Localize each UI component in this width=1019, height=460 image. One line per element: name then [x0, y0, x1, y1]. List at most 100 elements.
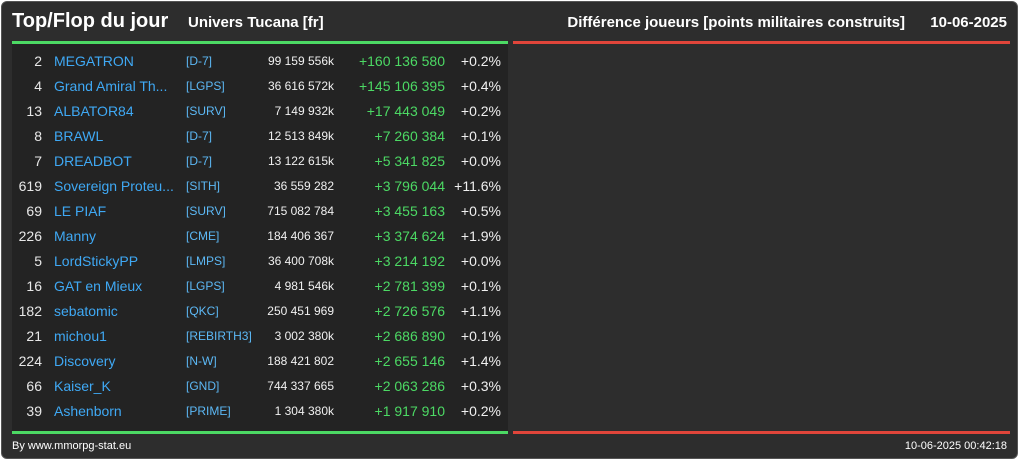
player-name-link[interactable]: GAT en Mieux: [54, 278, 143, 294]
player-name-link[interactable]: MEGATRON: [54, 53, 134, 69]
alliance-tag-link[interactable]: [SITH]: [186, 179, 221, 193]
rank-cell: 8: [34, 128, 42, 144]
table-row: 226 Manny [CME] 184 406 367 +3 374 624 +…: [12, 224, 508, 249]
diff-cell: +3 214 192: [374, 253, 445, 269]
player-name-link[interactable]: Sovereign Proteu...: [54, 178, 174, 194]
total-points-cell: 36 400 708k: [267, 254, 334, 268]
metric-label: Différence joueurs [points militaires co…: [567, 14, 905, 31]
player-name-link[interactable]: sebatomic: [54, 303, 118, 319]
total-points-cell: 13 122 615k: [267, 154, 334, 168]
alliance-tag-link[interactable]: [SURV]: [186, 204, 226, 218]
rank-cell: 5: [34, 253, 42, 269]
table-row: 69 LE PIAF [SURV] 715 082 784 +3 455 163…: [12, 199, 508, 224]
diff-cell: +2 781 399: [374, 278, 445, 294]
percent-cell: +1.1%: [460, 303, 501, 319]
total-points-cell: 36 559 282: [273, 179, 334, 193]
total-points-cell: 1 304 380k: [274, 404, 334, 418]
alliance-tag-link[interactable]: [REBIRTH3]: [186, 329, 252, 343]
generated-timestamp: 10-06-2025 00:42:18: [904, 440, 1007, 452]
rank-cell: 226: [18, 228, 42, 244]
alliance-tag-link[interactable]: [GND]: [186, 379, 220, 393]
percent-cell: +0.4%: [460, 78, 501, 94]
percent-cell: +0.2%: [460, 53, 501, 69]
player-name-link[interactable]: Grand Amiral Th...: [54, 78, 168, 94]
diff-cell: +2 686 890: [374, 328, 445, 344]
diff-cell: +2 726 576: [374, 303, 445, 319]
table-row: 4 Grand Amiral Th... [LGPS] 36 616 572k …: [12, 74, 508, 99]
alliance-tag-link[interactable]: [PRIME]: [186, 404, 231, 418]
alliance-tag-link[interactable]: [LMPS]: [186, 254, 226, 268]
player-name-link[interactable]: Manny: [54, 228, 97, 244]
total-points-cell: 99 159 556k: [267, 54, 334, 68]
player-name-link[interactable]: BRAWL: [54, 128, 104, 144]
diff-cell: +2 655 146: [374, 353, 445, 369]
date-label: 10-06-2025: [930, 14, 1007, 31]
table-row: 39 Ashenborn [PRIME] 1 304 380k +1 917 9…: [12, 399, 508, 424]
table-row: 2 MEGATRON [D-7] 99 159 556k +160 136 58…: [12, 49, 508, 74]
bottom-divider-gain: [12, 431, 508, 434]
table-row: 224 Discovery [N-W] 188 421 802 +2 655 1…: [12, 349, 508, 374]
diff-cell: +1 917 910: [374, 403, 445, 419]
top-divider-loss: [513, 41, 1010, 44]
alliance-tag-link[interactable]: [D-7]: [186, 154, 213, 168]
percent-cell: +0.2%: [460, 403, 501, 419]
bottom-divider-loss: [513, 431, 1010, 434]
percent-cell: +0.1%: [460, 278, 501, 294]
player-name-link[interactable]: LE PIAF: [54, 203, 107, 219]
alliance-tag-link[interactable]: [N-W]: [186, 354, 217, 368]
rank-cell: 7: [34, 153, 42, 169]
player-name-link[interactable]: ALBATOR84: [54, 103, 134, 119]
top-losers-panel: [513, 44, 1010, 431]
total-points-cell: 3 002 380k: [274, 329, 334, 343]
alliance-tag-link[interactable]: [D-7]: [186, 129, 213, 143]
percent-cell: +0.1%: [460, 128, 501, 144]
universe-label: Univers Tucana [fr]: [188, 14, 324, 31]
top-divider-gain: [12, 41, 508, 44]
total-points-cell: 7 149 932k: [274, 104, 334, 118]
percent-cell: +1.4%: [460, 353, 501, 369]
rank-cell: 69: [26, 203, 42, 219]
top-gainers-panel: 2 MEGATRON [D-7] 99 159 556k +160 136 58…: [12, 44, 508, 431]
rank-cell: 66: [26, 378, 42, 394]
rank-cell: 16: [26, 278, 42, 294]
percent-cell: +0.5%: [460, 203, 501, 219]
diff-cell: +145 106 395: [358, 78, 445, 94]
alliance-tag-link[interactable]: [CME]: [186, 229, 220, 243]
total-points-cell: 36 616 572k: [267, 79, 334, 93]
total-points-cell: 188 421 802: [267, 354, 334, 368]
rank-cell: 2: [34, 53, 42, 69]
player-name-link[interactable]: Discovery: [54, 353, 116, 369]
alliance-tag-link[interactable]: [D-7]: [186, 54, 213, 68]
player-name-link[interactable]: LordStickyPP: [54, 253, 139, 269]
player-name-link[interactable]: DREADBOT: [54, 153, 132, 169]
player-name-link[interactable]: Kaiser_K: [54, 378, 111, 394]
credit-link[interactable]: By www.mmorpg-stat.eu: [12, 440, 132, 452]
rank-cell: 21: [26, 328, 42, 344]
diff-cell: +7 260 384: [374, 128, 445, 144]
alliance-tag-link[interactable]: [SURV]: [186, 104, 226, 118]
percent-cell: +0.1%: [460, 328, 501, 344]
diff-cell: +3 455 163: [374, 203, 445, 219]
table-row: 619 Sovereign Proteu... [SITH] 36 559 28…: [12, 174, 508, 199]
percent-cell: +1.9%: [460, 228, 501, 244]
percent-cell: +0.3%: [460, 378, 501, 394]
percent-cell: +11.6%: [454, 178, 501, 194]
player-name-link[interactable]: Ashenborn: [54, 403, 122, 419]
player-name-link[interactable]: michou1: [54, 328, 107, 344]
diff-cell: +160 136 580: [358, 53, 445, 69]
table-row: 5 LordStickyPP [LMPS] 36 400 708k +3 214…: [12, 249, 508, 274]
total-points-cell: 250 451 969: [267, 304, 334, 318]
rank-cell: 13: [26, 103, 42, 119]
percent-cell: +0.0%: [460, 153, 501, 169]
alliance-tag-link[interactable]: [LGPS]: [186, 79, 225, 93]
alliance-tag-link[interactable]: [QKC]: [186, 304, 219, 318]
total-points-cell: 744 337 665: [267, 379, 334, 393]
diff-cell: +5 341 825: [374, 153, 445, 169]
diff-cell: +2 063 286: [374, 378, 445, 394]
table-row: 7 DREADBOT [D-7] 13 122 615k +5 341 825 …: [12, 149, 508, 174]
total-points-cell: 184 406 367: [267, 229, 334, 243]
table-row: 13 ALBATOR84 [SURV] 7 149 932k +17 443 0…: [12, 99, 508, 124]
alliance-tag-link[interactable]: [LGPS]: [186, 279, 225, 293]
percent-cell: +0.0%: [460, 253, 501, 269]
